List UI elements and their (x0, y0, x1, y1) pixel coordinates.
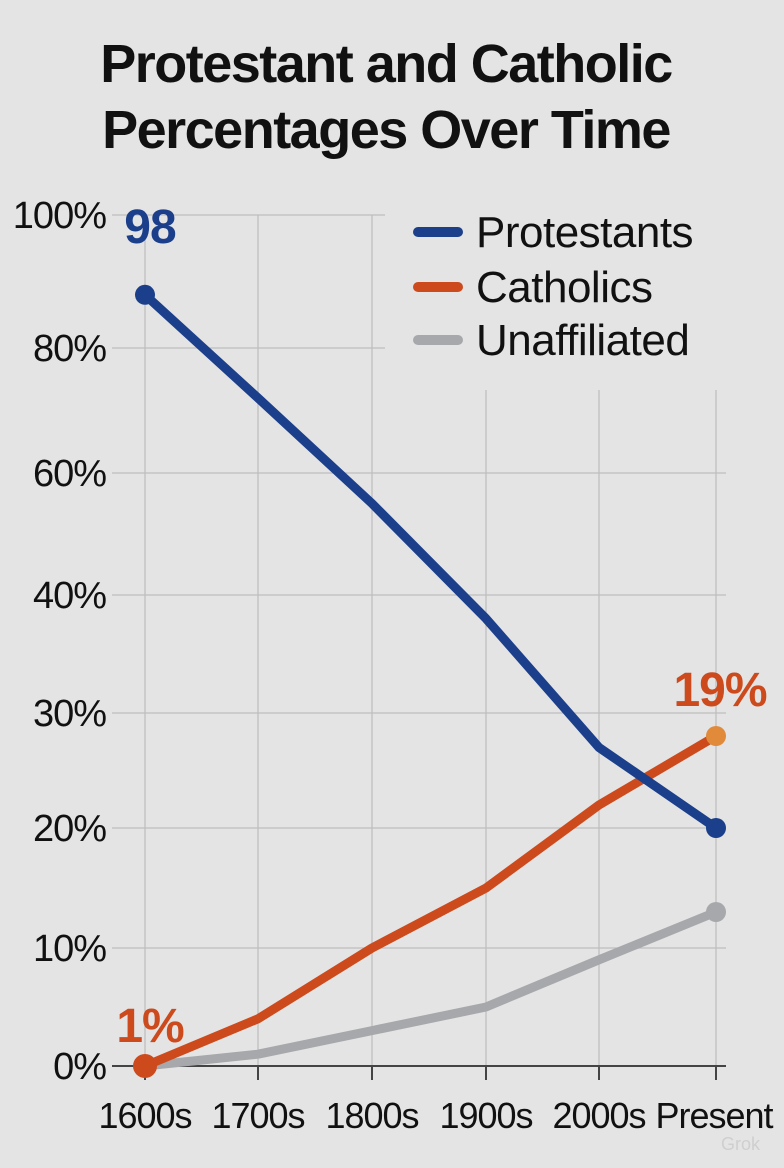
annotations: 98 19% 1% (116, 201, 768, 1053)
y-tick-label-2: 20% (33, 808, 106, 850)
point-protestants-1600s (135, 284, 155, 305)
x-tick-label-4: 2000s (552, 1095, 645, 1136)
x-tick-label-2: 1800s (325, 1095, 418, 1136)
point-catholics-1600s (133, 1054, 157, 1078)
chart-title-line-2: Percentages Over Time (102, 100, 670, 160)
y-tick-label-6: 80% (33, 328, 106, 370)
x-tick-label-5: Present (655, 1095, 773, 1136)
legend-label-catholics: Catholics (476, 263, 652, 312)
chart-title-line-1: Protestant and Catholic (100, 34, 672, 94)
point-catholics-present (706, 726, 726, 746)
annotation-0: 98 (124, 201, 176, 254)
series-points (133, 284, 726, 1078)
y-tick-label-1: 10% (33, 928, 106, 970)
y-tick-label-5: 60% (33, 453, 106, 495)
point-protestants-present (706, 818, 726, 838)
y-tick-labels: 0% 10% 20% 30% 40% 60% 80% 100% (13, 195, 107, 1088)
watermark-text: Grok (721, 1134, 761, 1154)
series-line-unaffiliated (140, 907, 721, 1071)
point-unaffiliated-present (706, 902, 726, 922)
x-tick-label-1: 1700s (211, 1095, 304, 1136)
series-line-catholics (140, 731, 721, 1071)
legend-label-unaffiliated: Unaffiliated (476, 316, 689, 365)
annotation-2: 1% (116, 1000, 184, 1053)
y-tick-label-4: 40% (33, 575, 106, 617)
x-tick-label-3: 1900s (439, 1095, 532, 1136)
annotation-1: 19% (673, 664, 766, 717)
series-lines (140, 290, 721, 1071)
x-tick-labels: 1600s 1700s 1800s 1900s 2000s Present (98, 1095, 774, 1136)
series-line-protestants (140, 290, 721, 833)
x-tick-label-0: 1600s (98, 1095, 191, 1136)
y-tick-label-3: 30% (33, 693, 106, 735)
axes (112, 1065, 726, 1080)
y-tick-label-7: 100% (13, 195, 106, 237)
legend-label-protestants: Protestants (476, 208, 693, 257)
y-tick-label-0: 0% (53, 1046, 106, 1088)
